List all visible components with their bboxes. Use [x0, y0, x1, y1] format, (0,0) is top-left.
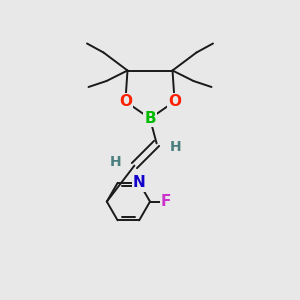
Text: F: F [161, 194, 171, 209]
Text: O: O [119, 94, 132, 109]
Text: H: H [170, 140, 181, 154]
Text: N: N [133, 176, 146, 190]
Text: B: B [144, 111, 156, 126]
Text: H: H [110, 155, 121, 169]
Text: O: O [168, 94, 181, 109]
